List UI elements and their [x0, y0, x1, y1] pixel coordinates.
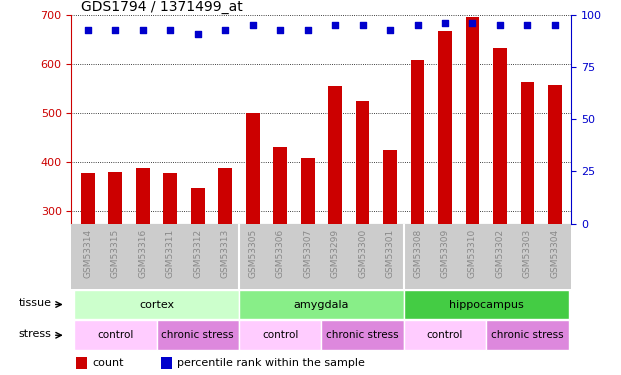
- Point: [358, 22, 368, 28]
- Text: GSM53312: GSM53312: [193, 229, 202, 278]
- Bar: [81, 173, 95, 224]
- Text: tissue: tissue: [19, 298, 52, 308]
- Bar: [301, 158, 314, 224]
- Point: [111, 27, 120, 33]
- Text: GSM53313: GSM53313: [220, 229, 230, 278]
- Text: stress: stress: [19, 329, 52, 339]
- Text: GSM53314: GSM53314: [83, 229, 93, 278]
- Text: GSM53306: GSM53306: [276, 229, 284, 278]
- Text: GSM53316: GSM53316: [138, 229, 147, 278]
- Bar: [322, 321, 404, 350]
- Bar: [136, 168, 150, 224]
- Bar: [466, 18, 479, 223]
- Bar: [161, 357, 173, 369]
- Text: cortex: cortex: [139, 300, 174, 309]
- Bar: [219, 168, 232, 224]
- Text: chronic stress: chronic stress: [161, 330, 234, 340]
- Bar: [404, 290, 569, 319]
- Point: [330, 22, 340, 28]
- Bar: [239, 290, 404, 319]
- Bar: [520, 82, 534, 224]
- Bar: [191, 188, 205, 224]
- Bar: [74, 321, 156, 350]
- Text: GSM53302: GSM53302: [496, 229, 504, 278]
- Point: [83, 27, 93, 33]
- Point: [522, 22, 532, 28]
- Bar: [404, 321, 486, 350]
- Text: amygdala: amygdala: [294, 300, 349, 309]
- Point: [412, 22, 422, 28]
- Bar: [163, 173, 177, 224]
- Point: [468, 20, 478, 26]
- Point: [138, 27, 148, 33]
- Text: GSM53301: GSM53301: [386, 229, 394, 278]
- Text: GSM53303: GSM53303: [523, 229, 532, 278]
- Bar: [356, 101, 369, 224]
- Text: control: control: [427, 330, 463, 340]
- Bar: [548, 85, 562, 224]
- Text: hippocampus: hippocampus: [449, 300, 524, 309]
- Point: [550, 22, 560, 28]
- Bar: [239, 321, 322, 350]
- Text: chronic stress: chronic stress: [326, 330, 399, 340]
- Bar: [74, 290, 239, 319]
- Text: GSM53315: GSM53315: [111, 229, 120, 278]
- Point: [440, 20, 450, 26]
- Bar: [246, 113, 260, 224]
- Text: control: control: [97, 330, 134, 340]
- Text: chronic stress: chronic stress: [491, 330, 564, 340]
- Bar: [438, 31, 452, 224]
- Text: GSM53309: GSM53309: [440, 229, 450, 278]
- Bar: [493, 48, 507, 224]
- Bar: [486, 321, 569, 350]
- Text: GSM53308: GSM53308: [413, 229, 422, 278]
- Bar: [109, 172, 122, 224]
- Text: percentile rank within the sample: percentile rank within the sample: [178, 358, 365, 368]
- Text: GDS1794 / 1371499_at: GDS1794 / 1371499_at: [81, 0, 243, 14]
- Point: [495, 22, 505, 28]
- Text: GSM53305: GSM53305: [248, 229, 257, 278]
- Text: count: count: [93, 358, 124, 368]
- Text: control: control: [262, 330, 298, 340]
- Bar: [410, 60, 424, 223]
- Text: GSM53299: GSM53299: [330, 229, 340, 278]
- Text: GSM53300: GSM53300: [358, 229, 367, 278]
- Text: GSM53307: GSM53307: [303, 229, 312, 278]
- Text: GSM53311: GSM53311: [166, 229, 175, 278]
- Point: [220, 27, 230, 33]
- Bar: [156, 321, 239, 350]
- Point: [165, 27, 175, 33]
- Point: [275, 27, 285, 33]
- Bar: [383, 150, 397, 224]
- Bar: [76, 357, 88, 369]
- Point: [193, 31, 202, 37]
- Point: [385, 27, 395, 33]
- Bar: [329, 86, 342, 224]
- Text: GSM53304: GSM53304: [550, 229, 560, 278]
- Text: GSM53310: GSM53310: [468, 229, 477, 278]
- Point: [302, 27, 312, 33]
- Bar: [273, 147, 287, 224]
- Point: [248, 22, 258, 28]
